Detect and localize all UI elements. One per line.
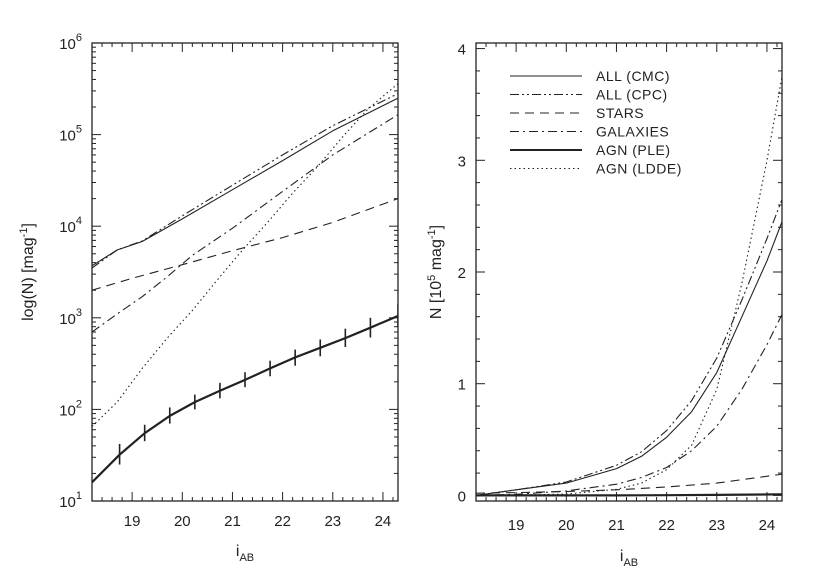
right-series-lines xyxy=(476,76,782,497)
legend-label-galaxies: GALAXIES xyxy=(596,124,669,140)
y-tick-label: 0 xyxy=(458,488,466,505)
series-line-stars xyxy=(476,473,782,494)
x-tick-label: 19 xyxy=(508,517,525,534)
y-tick-label: 2 xyxy=(458,265,466,282)
x-tick-label: 21 xyxy=(224,513,241,530)
legend-label-all-cpc: ALL (CPC) xyxy=(596,87,668,103)
x-tick-label: 22 xyxy=(274,513,291,530)
x-tick-label: 19 xyxy=(124,513,141,530)
series-line-agn-ldde xyxy=(92,83,398,427)
series-line-galaxies xyxy=(92,114,398,333)
left-y-tick-labels: 101 102 103 104 105 106 xyxy=(59,32,82,511)
y-tick-label: 3 xyxy=(458,153,466,170)
legend: ALL (CMC) ALL (CPC) STARS GALAXIES AGN (PLE)… xyxy=(510,68,682,177)
series-line-stars xyxy=(92,198,398,291)
legend-label-agn-ldde: AGN (LDDE) xyxy=(596,161,682,177)
x-tick-label: 23 xyxy=(708,517,725,534)
right-y-tick-labels: 0 1 2 3 4 xyxy=(458,42,466,506)
left-panel: 19 20 21 22 23 24 101 102 103 104 105 106 iAB log(… xyxy=(18,32,399,564)
series-line-agn-ple xyxy=(92,314,398,484)
x-tick-label: 24 xyxy=(759,517,776,534)
right-y-axis-label: N [105 mag-1] xyxy=(426,225,445,319)
left-y-axis-label: log(N) [mag-1] xyxy=(18,223,37,321)
series-line-all-cpc xyxy=(476,199,782,496)
x-tick-label: 23 xyxy=(324,513,341,530)
series-line-all-cmc xyxy=(476,221,782,496)
left-x-tick-labels: 19 20 21 22 23 24 xyxy=(124,513,392,530)
legend-label-agn-ple: AGN (PLE) xyxy=(596,142,671,158)
y-tick-label: 4 xyxy=(458,42,466,59)
left-x-axis-label: iAB xyxy=(236,543,254,564)
series-line-all-cpc xyxy=(92,93,398,269)
right-x-tick-labels: 19 20 21 22 23 24 xyxy=(508,517,776,534)
legend-label-all-cmc: ALL (CMC) xyxy=(596,68,670,84)
series-line-all-cmc xyxy=(92,97,398,267)
legend-label-stars: STARS xyxy=(596,105,644,121)
x-tick-label: 20 xyxy=(174,513,191,530)
x-tick-label: 21 xyxy=(608,517,625,534)
x-tick-label: 20 xyxy=(558,517,575,534)
x-tick-label: 24 xyxy=(375,513,392,530)
y-tick-label: 104 xyxy=(59,215,82,236)
left-axis-ticks xyxy=(91,43,398,502)
x-tick-label: 22 xyxy=(658,517,675,534)
series-line-galaxies xyxy=(476,314,782,496)
series-line-agn-ldde xyxy=(476,76,782,496)
y-tick-label: 103 xyxy=(59,307,82,328)
y-tick-label: 101 xyxy=(59,490,82,511)
left-series-lines xyxy=(92,83,398,484)
right-axis-ticks xyxy=(475,43,782,501)
y-tick-label: 106 xyxy=(59,32,82,53)
left-plot-frame xyxy=(91,42,399,502)
right-x-axis-label: iAB xyxy=(620,548,638,569)
y-tick-label: 1 xyxy=(458,377,466,394)
y-tick-label: 102 xyxy=(59,398,82,419)
y-tick-label: 105 xyxy=(59,124,82,145)
series-line-agn-ple xyxy=(476,493,782,497)
